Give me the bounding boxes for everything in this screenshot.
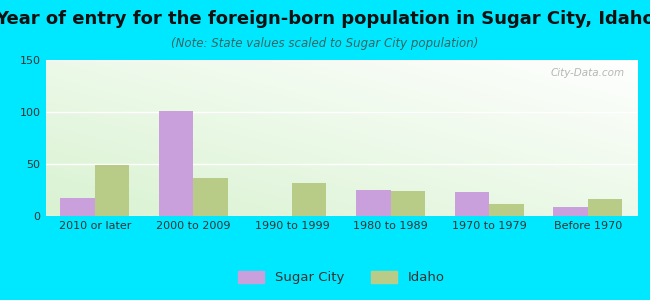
Bar: [159, 111, 194, 216]
Legend: Sugar City, Idaho: Sugar City, Idaho: [238, 271, 445, 284]
Bar: [194, 178, 228, 216]
Bar: [356, 190, 391, 216]
Text: Year of entry for the foreign-born population in Sugar City, Idaho: Year of entry for the foreign-born popul…: [0, 11, 650, 28]
Bar: [391, 191, 425, 216]
Bar: [588, 200, 622, 216]
Bar: [553, 207, 588, 216]
Text: City-Data.com: City-Data.com: [551, 68, 625, 78]
Bar: [454, 192, 489, 216]
Text: (Note: State values scaled to Sugar City population): (Note: State values scaled to Sugar City…: [172, 38, 478, 50]
Bar: [95, 165, 129, 216]
Bar: [489, 203, 524, 216]
Bar: [292, 183, 326, 216]
Bar: [60, 198, 95, 216]
